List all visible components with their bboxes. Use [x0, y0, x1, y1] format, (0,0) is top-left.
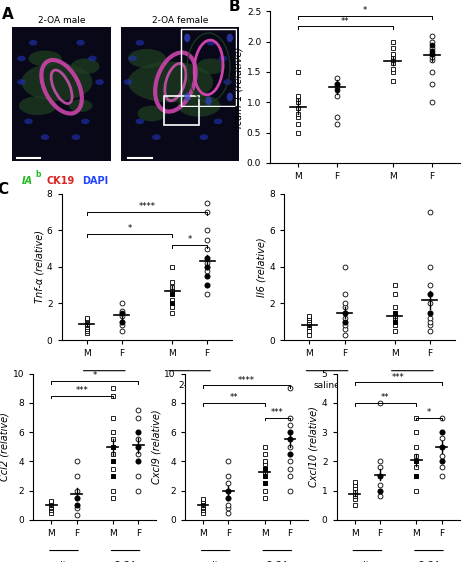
Text: saline: saline — [202, 561, 229, 562]
Circle shape — [88, 56, 97, 61]
Text: 2-OA male: 2-OA male — [38, 16, 85, 25]
Circle shape — [227, 93, 233, 101]
Circle shape — [81, 119, 90, 124]
Text: ***: *** — [271, 408, 283, 417]
Text: 2-OA: 2-OA — [179, 381, 201, 390]
Y-axis label: Tnf-α (relative): Tnf-α (relative) — [34, 230, 44, 303]
Circle shape — [219, 56, 227, 61]
Text: *: * — [127, 224, 131, 233]
Text: **: ** — [381, 393, 390, 402]
Circle shape — [184, 93, 191, 101]
Circle shape — [200, 134, 208, 140]
Circle shape — [136, 119, 144, 124]
Text: ****: **** — [138, 202, 155, 211]
Ellipse shape — [69, 99, 92, 112]
Text: saline: saline — [304, 211, 331, 220]
Ellipse shape — [28, 51, 62, 66]
Text: saline: saline — [314, 381, 340, 390]
Circle shape — [24, 119, 33, 124]
Text: 2-OA: 2-OA — [418, 561, 440, 562]
Y-axis label: Icam-1 (relative): Icam-1 (relative) — [234, 47, 244, 128]
Y-axis label: Il6 (relative): Il6 (relative) — [257, 237, 267, 297]
Circle shape — [223, 79, 232, 85]
Text: A: A — [2, 7, 14, 21]
Ellipse shape — [178, 94, 220, 117]
Circle shape — [124, 79, 132, 85]
Text: 2-OA: 2-OA — [266, 561, 288, 562]
Circle shape — [205, 97, 212, 105]
Text: C: C — [0, 182, 8, 197]
Circle shape — [136, 40, 144, 46]
Circle shape — [128, 56, 137, 61]
Ellipse shape — [128, 62, 213, 102]
Bar — [121, 27, 239, 161]
Text: ****: **** — [238, 375, 255, 384]
Text: 2-OA: 2-OA — [401, 211, 423, 220]
Text: 2-OA: 2-OA — [401, 381, 423, 390]
Circle shape — [72, 134, 80, 140]
Circle shape — [184, 34, 191, 42]
Text: ***: *** — [76, 386, 89, 395]
Text: *: * — [427, 408, 431, 417]
Text: CK19: CK19 — [46, 176, 74, 186]
Ellipse shape — [128, 49, 166, 68]
Ellipse shape — [71, 58, 100, 74]
Text: **: ** — [341, 17, 350, 26]
Circle shape — [41, 134, 49, 140]
Ellipse shape — [19, 96, 57, 115]
Text: saline: saline — [354, 561, 381, 562]
Y-axis label: Cxcl10 (relative): Cxcl10 (relative) — [309, 406, 319, 487]
Circle shape — [207, 40, 215, 46]
Circle shape — [95, 79, 104, 85]
Text: saline: saline — [91, 381, 118, 390]
Text: B: B — [228, 0, 240, 14]
Circle shape — [227, 34, 233, 42]
Circle shape — [76, 40, 85, 46]
Text: ***: *** — [392, 373, 404, 382]
Text: b: b — [36, 170, 41, 179]
Text: saline: saline — [51, 561, 77, 562]
Text: **: ** — [229, 393, 238, 402]
Circle shape — [17, 56, 26, 61]
Text: IA: IA — [21, 176, 32, 186]
Circle shape — [17, 79, 26, 85]
Bar — [164, 96, 199, 125]
Circle shape — [29, 40, 37, 46]
Circle shape — [152, 134, 161, 140]
Ellipse shape — [197, 58, 225, 74]
Y-axis label: Ccl2 (relative): Ccl2 (relative) — [0, 413, 10, 481]
Text: *: * — [188, 235, 191, 244]
Text: 2-OA: 2-OA — [115, 561, 137, 562]
Text: DAPI: DAPI — [82, 176, 108, 186]
Text: *: * — [93, 371, 97, 380]
Ellipse shape — [21, 63, 92, 101]
Text: *: * — [363, 6, 367, 15]
Circle shape — [214, 119, 222, 124]
Ellipse shape — [137, 106, 166, 121]
Text: 2-OA female: 2-OA female — [152, 16, 208, 25]
Bar — [12, 27, 111, 161]
Y-axis label: Cxcl9 (relative): Cxcl9 (relative) — [152, 410, 162, 484]
